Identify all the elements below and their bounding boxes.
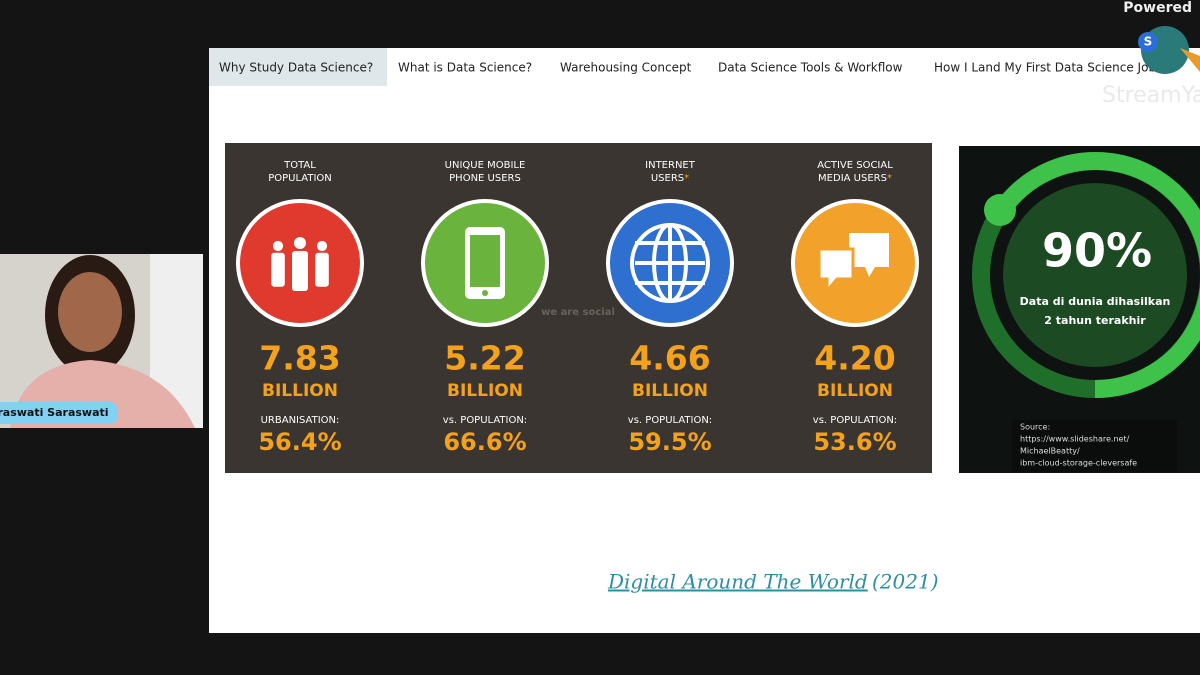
icon-part bbox=[271, 252, 285, 287]
streamyard-logo: S bbox=[1138, 26, 1200, 74]
tab[interactable]: Data Science Tools & Workflow bbox=[718, 61, 903, 75]
panel-text: Data di dunia dihasilkan bbox=[1020, 295, 1171, 308]
stat-label: PHONE USERS bbox=[449, 173, 521, 184]
name-badge bbox=[0, 402, 118, 424]
source: ibm-cloud-storage-cleversafe bbox=[1020, 459, 1137, 468]
presenter-name: Saraswati Saraswati bbox=[0, 406, 109, 419]
stat-pct: 59.5% bbox=[628, 428, 711, 456]
brand-label: StreamYard bbox=[1102, 83, 1200, 108]
stat-pct: 53.6% bbox=[813, 428, 896, 456]
tab[interactable]: Warehousing Concept bbox=[560, 61, 692, 75]
panel-text: 2 tahun terakhir bbox=[1044, 314, 1146, 327]
stat-sub: vs. POPULATION: bbox=[628, 415, 712, 426]
stat-note: * bbox=[684, 173, 689, 184]
stat-label: MEDIA USERS* bbox=[818, 173, 892, 184]
icon-part bbox=[272, 240, 284, 252]
stat-label: ACTIVE SOCIAL bbox=[817, 160, 893, 171]
stat: ACTIVE SOCIAL MEDIA USERS* 4.20 BILLION vs. … bbox=[791, 160, 919, 456]
stat-unit: BILLION bbox=[262, 381, 338, 401]
powered-label: Powered bbox=[1123, 0, 1192, 16]
source: https://www.slideshare.net/ bbox=[1020, 435, 1130, 444]
icon-part bbox=[316, 240, 328, 252]
stat-label: INTERNET bbox=[645, 160, 696, 171]
webcam bbox=[0, 254, 203, 428]
active-tab bbox=[209, 48, 387, 86]
tab[interactable]: How I Land My First Data Science Job bbox=[934, 61, 1156, 75]
watermark: we are social bbox=[541, 307, 615, 318]
stat-big: 90% bbox=[1042, 224, 1152, 278]
icon-part bbox=[849, 233, 889, 277]
stat-sub: vs. POPULATION: bbox=[813, 415, 897, 426]
caption-year: (2021) bbox=[872, 570, 939, 594]
stat-label: TOTAL bbox=[283, 160, 316, 171]
stat-unit: BILLION bbox=[632, 381, 708, 401]
stat-unit: BILLION bbox=[817, 381, 893, 401]
source: MichaelBeatty/ bbox=[1020, 447, 1080, 456]
stat-pct: 66.6% bbox=[443, 428, 526, 456]
icon-part bbox=[482, 290, 488, 296]
side-panel bbox=[959, 146, 1200, 473]
icon-part bbox=[315, 252, 329, 287]
stat-pct: 56.4% bbox=[258, 428, 341, 456]
tab[interactable]: Why Study Data Science? bbox=[219, 61, 373, 75]
icon-part bbox=[817, 247, 855, 296]
caption-link[interactable]: Digital Around The World bbox=[607, 570, 868, 594]
stat-sub: vs. POPULATION: bbox=[443, 415, 527, 426]
svg-text:S: S bbox=[1144, 35, 1153, 49]
stat: TOTAL POPULATION 7.83 BILLION URBANISATION: 5… bbox=[236, 160, 364, 456]
stat: INTERNET USERS* 4.66 BILLION vs. POPULATION:… bbox=[606, 160, 734, 456]
stat-unit: BILLION bbox=[447, 381, 523, 401]
icon-part bbox=[470, 235, 500, 287]
stat-label: POPULATION bbox=[268, 173, 332, 184]
stat: UNIQUE MOBILE PHONE USERS 5.22 BILLION vs. P… bbox=[421, 160, 549, 456]
stat-value: 4.20 bbox=[814, 339, 895, 378]
stat-label: UNIQUE MOBILE bbox=[445, 160, 526, 171]
tab[interactable]: What is Data Science? bbox=[398, 61, 532, 75]
stat-value: 5.22 bbox=[444, 339, 525, 378]
icon-part bbox=[294, 237, 306, 249]
stat-label: USERS* bbox=[651, 173, 689, 184]
stat-note: * bbox=[887, 173, 892, 184]
stat-value: 4.66 bbox=[629, 339, 710, 378]
stat-value: 7.83 bbox=[259, 339, 340, 378]
source: Source: bbox=[1020, 423, 1050, 432]
stat-sub: URBANISATION: bbox=[261, 415, 340, 426]
icon-part bbox=[292, 251, 308, 291]
